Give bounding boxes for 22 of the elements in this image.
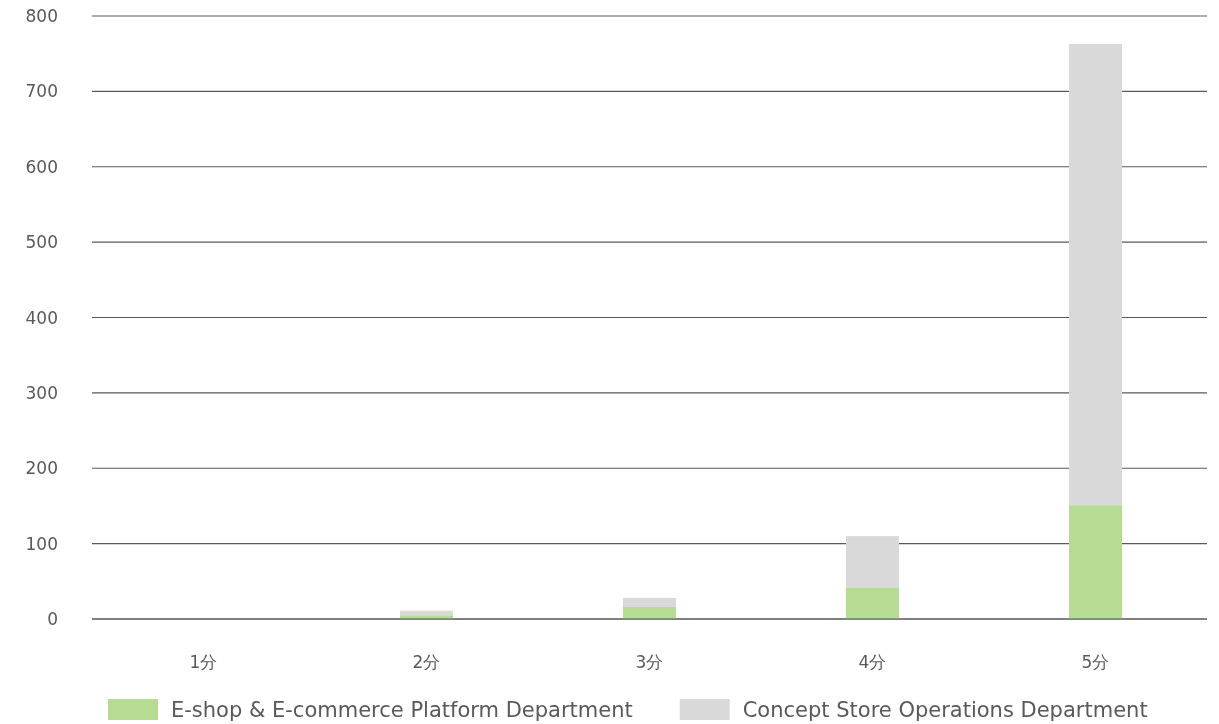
y-tick-label: 600 xyxy=(25,156,58,177)
x-tick-label: 5分 xyxy=(1081,652,1110,672)
x-tick-label: 3分 xyxy=(635,652,664,672)
legend-label: E-shop & E-commerce Platform Department xyxy=(171,698,633,722)
bar xyxy=(1069,43,1122,506)
x-tick-label: 4分 xyxy=(858,652,887,672)
y-tick-label: 300 xyxy=(25,382,58,403)
bar xyxy=(623,606,676,619)
x-tick-label: 1分 xyxy=(189,652,218,672)
y-tick-label: 100 xyxy=(25,533,58,554)
bar xyxy=(623,597,676,607)
y-tick-label: 0 xyxy=(47,609,58,629)
y-tick-label: 500 xyxy=(25,232,58,253)
bar xyxy=(1069,505,1122,619)
y-tick-label: 700 xyxy=(25,81,58,102)
legend-label: Concept Store Operations Department xyxy=(742,698,1148,722)
y-tick-label: 400 xyxy=(25,307,58,328)
y-tick-label: 200 xyxy=(25,458,58,479)
y-tick-label: 800 xyxy=(25,6,58,26)
x-tick-label: 2分 xyxy=(412,652,441,672)
bar xyxy=(846,587,899,619)
bar xyxy=(846,536,899,588)
